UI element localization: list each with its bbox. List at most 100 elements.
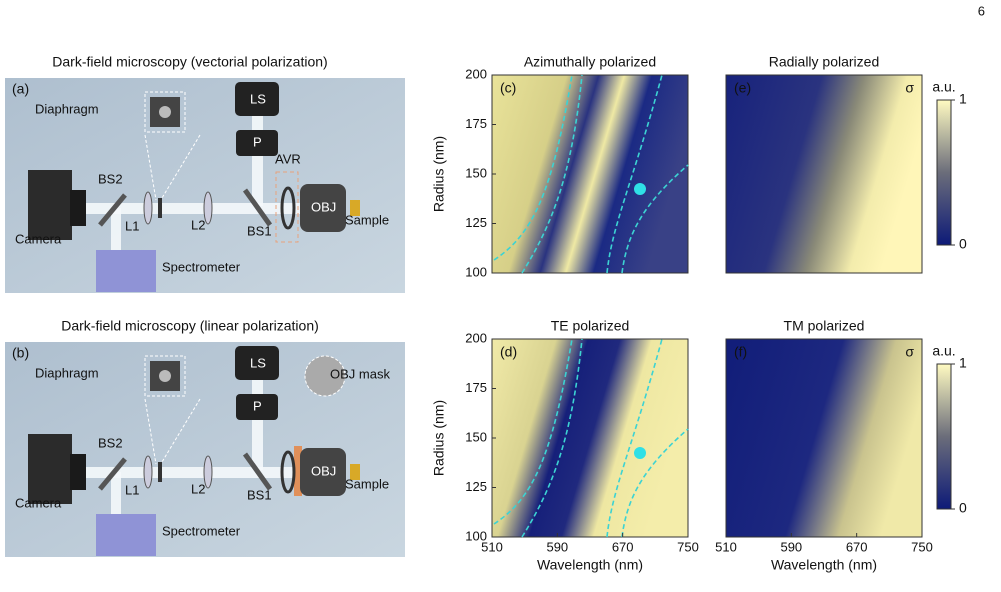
zoom-line (161, 398, 201, 463)
panel-label: (d) (500, 344, 517, 360)
symbol: σ (905, 344, 914, 360)
mode-curve (521, 74, 583, 274)
panel-title: Azimuthally polarized (524, 54, 656, 70)
panel-title: Radially polarized (769, 54, 880, 70)
mode-curve (606, 338, 663, 538)
zoom-line (161, 134, 201, 199)
schematic-label: P (253, 398, 262, 413)
zoom-lines (144, 134, 157, 201)
panel-title: TM polarized (784, 318, 865, 334)
panel-title: TE polarized (551, 318, 630, 334)
x-tick-label: 750 (911, 539, 933, 554)
schematic-label: BS1 (247, 487, 272, 502)
y-tick-label: 200 (465, 330, 487, 345)
panel-label: (e) (734, 80, 751, 96)
schematic-label: OBJ mask (330, 366, 390, 381)
colorbar-unit: a.u. (932, 343, 955, 359)
schematic-label: Camera (15, 231, 62, 246)
y-tick-label: 175 (465, 380, 487, 395)
y-tick-label: 150 (465, 165, 487, 180)
y-axis-label: Radius (nm) (431, 400, 447, 476)
camera-lens (70, 454, 86, 490)
schematic-label: BS2 (98, 171, 123, 186)
schematic-label: L1 (125, 218, 139, 233)
panel-label: (f) (734, 344, 747, 360)
beam (85, 467, 300, 478)
sample (350, 200, 360, 216)
mode-curve (621, 428, 689, 538)
lens-l2 (203, 455, 213, 489)
y-tick-label: 100 (465, 264, 487, 279)
diaphragm (158, 462, 162, 482)
heatmap (725, 74, 923, 274)
y-tick-label: 125 (465, 479, 487, 494)
zoom-aperture (159, 106, 171, 118)
mode-curve (521, 338, 583, 538)
lens-l2 (203, 191, 213, 225)
beam (111, 208, 121, 250)
page-number: 6 (978, 3, 985, 18)
light-source (235, 82, 279, 116)
lens-l1 (143, 191, 153, 225)
mode-curve (493, 74, 573, 261)
heatmap (491, 74, 689, 274)
panel-label: (a) (12, 81, 29, 97)
schematic-label: AVR (275, 151, 301, 166)
zoom-box (144, 91, 186, 133)
sample (350, 464, 360, 480)
schematic-label: Camera (15, 495, 62, 510)
camera (28, 434, 72, 504)
zoom-box (144, 355, 186, 397)
y-tick-label: 175 (465, 116, 487, 131)
avr-box (275, 171, 299, 243)
schematic-title: Dark-field microscopy (linear polarizati… (61, 318, 319, 334)
bs2 (98, 457, 127, 491)
colorbar (936, 99, 952, 246)
camera-lens (70, 190, 86, 226)
schematic-label: Diaphragm (35, 101, 99, 116)
heatmap (491, 338, 689, 538)
y-axis-label: Radius (nm) (431, 136, 447, 212)
schematic-label: LS (250, 91, 266, 106)
beam (111, 472, 121, 514)
schematic-label: L2 (191, 481, 205, 496)
schematic-label: OBJ (311, 199, 336, 214)
y-tick-label: 125 (465, 215, 487, 230)
x-tick-label: 510 (715, 539, 737, 554)
schematic-label: Sample (345, 212, 389, 227)
avr (280, 186, 296, 230)
zoom-lines (144, 398, 157, 465)
beam (252, 110, 263, 206)
x-tick-label: 590 (546, 539, 568, 554)
schematic-label: L1 (125, 482, 139, 497)
colorbar-unit: a.u. (932, 79, 955, 95)
zoom-aperture (159, 370, 171, 382)
obj-mask (304, 355, 346, 397)
x-tick-label: 590 (780, 539, 802, 554)
colorbar-tick-label: 1 (959, 355, 967, 371)
lens-l1 (143, 455, 153, 489)
bs1 (242, 188, 273, 227)
colorbar-tick-label: 1 (959, 91, 967, 107)
y-tick-label: 150 (465, 429, 487, 444)
marker (634, 183, 646, 195)
avr (280, 450, 296, 494)
light-source (235, 346, 279, 380)
schematic-label: P (253, 134, 262, 149)
x-tick-label: 510 (481, 539, 503, 554)
schematic-title: Dark-field microscopy (vectorial polariz… (52, 54, 327, 70)
beam (85, 203, 300, 214)
schematic-label: BS1 (247, 223, 272, 238)
x-axis-label: Wavelength (nm) (771, 557, 877, 573)
schematic-label: BS2 (98, 435, 123, 450)
colorbar (936, 363, 952, 510)
mask-edge (294, 446, 302, 496)
colorbar-tick-label: 0 (959, 500, 967, 516)
bs2 (98, 193, 127, 227)
panel-label: (c) (500, 80, 516, 96)
marker (634, 447, 646, 459)
objective (300, 184, 346, 232)
schematic: (a) Diaphragm LS P AVR BS2 OBJ Sample Camera L1 L2… (12, 81, 389, 292)
schematic-label: Spectrometer (162, 523, 241, 538)
